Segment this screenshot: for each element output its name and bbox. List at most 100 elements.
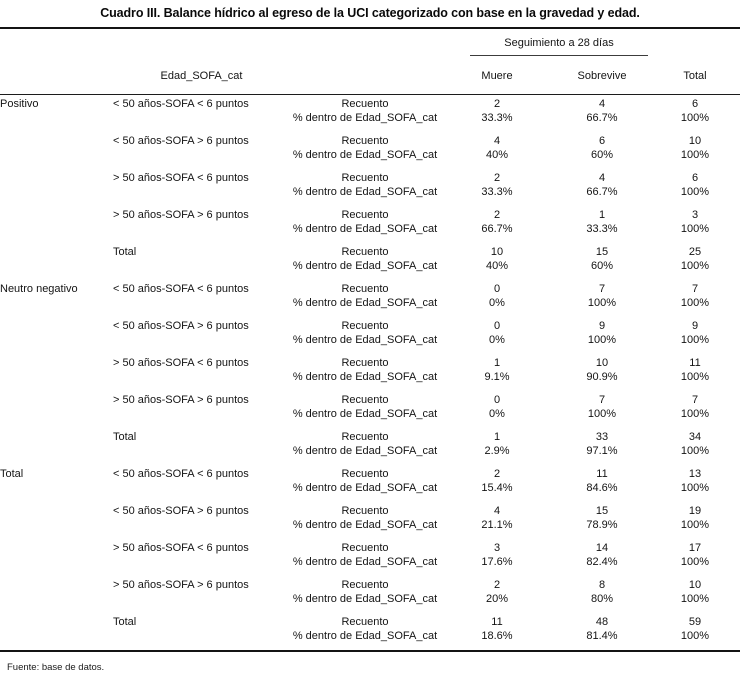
count-cell: 3	[691, 208, 699, 221]
stat-label-percent: % dentro de Edad_SOFA_cat	[292, 296, 438, 309]
stat-label-percent: % dentro de Edad_SOFA_cat	[292, 185, 438, 198]
percent-cell: 100%	[587, 296, 617, 309]
category-label: < 50 años-SOFA > 6 puntos	[113, 504, 249, 517]
count-cell: 7	[598, 282, 606, 295]
count-cell: 15	[595, 245, 609, 258]
stat-label-percent: % dentro de Edad_SOFA_cat	[292, 148, 438, 161]
count-cell: 4	[493, 134, 501, 147]
table-row: % dentro de Edad_SOFA_cat 2.9% 97.1% 100%	[0, 444, 740, 466]
count-cell: 10	[688, 134, 702, 147]
table-row: > 50 años-SOFA > 6 puntos Recuento 2 1 3	[0, 206, 740, 222]
spacer-cell	[113, 148, 290, 170]
count-cell: 7	[598, 393, 606, 406]
count-cell: 34	[688, 430, 702, 443]
count-cell: 6	[691, 171, 699, 184]
count-cell: 0	[493, 393, 501, 406]
percent-cell: 100%	[680, 333, 710, 346]
count-cell: 4	[493, 504, 501, 517]
spacer-cell	[113, 407, 290, 429]
table-row: > 50 años-SOFA < 6 puntos Recuento 3 14 17	[0, 539, 740, 555]
count-cell: 19	[688, 504, 702, 517]
count-cell: 2	[493, 578, 501, 591]
category-label: > 50 años-SOFA > 6 puntos	[113, 208, 249, 221]
table-row: > 50 años-SOFA < 6 puntos Recuento 2 4 6	[0, 169, 740, 185]
spacer-cell	[113, 296, 290, 318]
table-row: % dentro de Edad_SOFA_cat 9.1% 90.9% 100%	[0, 370, 740, 392]
table-row: % dentro de Edad_SOFA_cat 0% 100% 100%	[0, 333, 740, 355]
stat-label-recuento: Recuento	[341, 615, 389, 628]
table-row: > 50 años-SOFA > 6 puntos Recuento 2 8 10	[0, 576, 740, 592]
count-cell: 10	[688, 578, 702, 591]
stat-label-recuento: Recuento	[341, 356, 389, 369]
table-row: Positivo < 50 años-SOFA < 6 puntos Recuent…	[0, 95, 740, 111]
percent-cell: 81.4%	[586, 629, 618, 642]
percent-cell: 15.4%	[481, 481, 513, 494]
percent-cell: 21.1%	[481, 518, 513, 531]
percent-cell: 100%	[680, 185, 710, 198]
percent-cell: 100%	[680, 629, 710, 642]
spacer-cell	[290, 58, 440, 95]
table-row: % dentro de Edad_SOFA_cat 18.6% 81.4% 100%	[0, 629, 740, 652]
percent-cell: 9.1%	[484, 370, 510, 383]
spacer-cell	[113, 222, 290, 244]
stat-label-percent: % dentro de Edad_SOFA_cat	[292, 592, 438, 605]
count-cell: 2	[493, 171, 501, 184]
col-header-muere: Muere	[440, 58, 554, 95]
table-row: < 50 años-SOFA > 6 puntos Recuento 4 15 19	[0, 502, 740, 518]
percent-cell: 18.6%	[481, 629, 513, 642]
percent-cell: 66.7%	[481, 222, 513, 235]
percent-cell: 60%	[590, 148, 614, 161]
stat-label-percent: % dentro de Edad_SOFA_cat	[292, 629, 438, 642]
percent-cell: 66.7%	[586, 185, 618, 198]
percent-cell: 17.6%	[481, 555, 513, 568]
stat-label-recuento: Recuento	[341, 467, 389, 480]
percent-cell: 90.9%	[586, 370, 618, 383]
stat-label-recuento: Recuento	[341, 393, 389, 406]
spacer-cell	[113, 370, 290, 392]
stat-label-recuento: Recuento	[341, 430, 389, 443]
stat-label-percent: % dentro de Edad_SOFA_cat	[292, 481, 438, 494]
percent-cell: 100%	[680, 370, 710, 383]
count-cell: 2	[493, 97, 501, 110]
percent-cell: 100%	[680, 481, 710, 494]
table-row: Neutro negativo < 50 años-SOFA < 6 puntos…	[0, 280, 740, 296]
table-header: Seguimiento a 28 días Edad_SOFA_cat Muer…	[0, 28, 740, 95]
count-cell: 13	[688, 467, 702, 480]
table-row: Total Recuento 10 15 25	[0, 243, 740, 259]
table-row: % dentro de Edad_SOFA_cat 0% 100% 100%	[0, 407, 740, 429]
percent-cell: 84.6%	[586, 481, 618, 494]
count-cell: 25	[688, 245, 702, 258]
count-cell: 9	[691, 319, 699, 332]
column-group-row: Seguimiento a 28 días	[0, 28, 740, 58]
stat-label-recuento: Recuento	[341, 282, 389, 295]
table-row: % dentro de Edad_SOFA_cat 17.6% 82.4% 100%	[0, 555, 740, 577]
category-label: > 50 años-SOFA > 6 puntos	[113, 578, 249, 591]
stat-label-recuento: Recuento	[341, 97, 389, 110]
spacer-cell	[113, 259, 290, 281]
spacer-cell	[113, 555, 290, 577]
count-cell: 4	[598, 171, 606, 184]
count-cell: 7	[691, 393, 699, 406]
source-note: Fuente: base de datos.	[7, 662, 105, 673]
percent-cell: 40%	[485, 259, 509, 272]
table-row: % dentro de Edad_SOFA_cat 15.4% 84.6% 100%	[0, 481, 740, 503]
col-header-total: Total	[650, 58, 740, 95]
category-label: > 50 años-SOFA < 6 puntos	[113, 541, 249, 554]
table-row: < 50 años-SOFA > 6 puntos Recuento 4 6 10	[0, 132, 740, 148]
category-label: Total	[113, 430, 137, 443]
spacer-cell	[0, 28, 440, 58]
count-cell: 1	[493, 430, 501, 443]
count-cell: 2	[493, 467, 501, 480]
stat-label-recuento: Recuento	[341, 245, 389, 258]
count-cell: 7	[691, 282, 699, 295]
row-variable-label: Edad_SOFA_cat	[113, 58, 290, 95]
count-cell: 6	[598, 134, 606, 147]
percent-cell: 100%	[680, 518, 710, 531]
count-cell: 11	[689, 356, 701, 369]
colgroup-header-label: Seguimiento a 28 días	[504, 37, 614, 49]
stat-label-percent: % dentro de Edad_SOFA_cat	[292, 111, 438, 124]
percent-cell: 100%	[680, 259, 710, 272]
percent-cell: 66.7%	[586, 111, 618, 124]
percent-cell: 100%	[680, 111, 710, 124]
